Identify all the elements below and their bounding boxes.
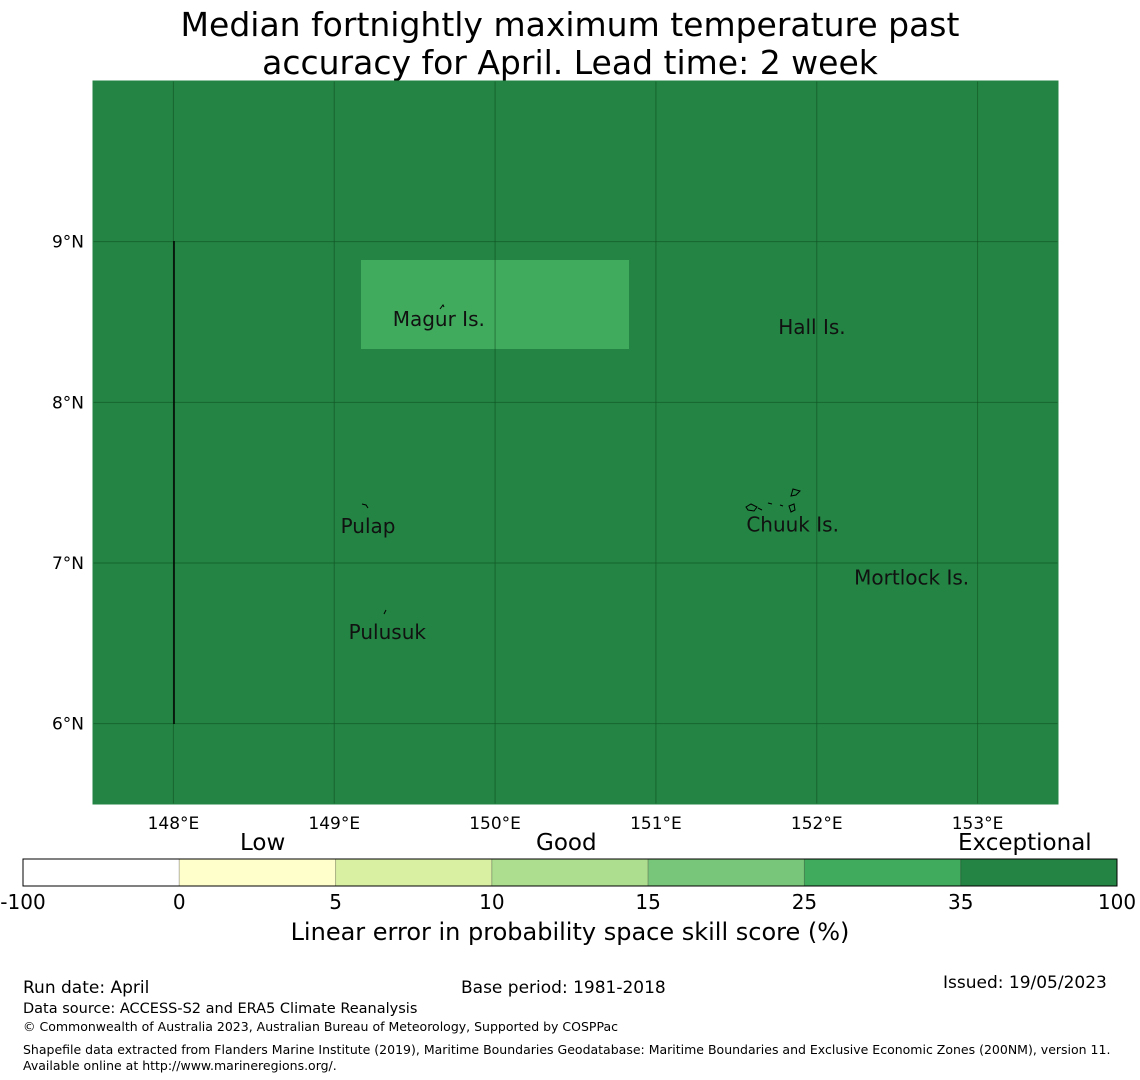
shapefile-credit: Shapefile data extracted from Flanders M…: [23, 1042, 1111, 1073]
colorbar-swatch-3: [491, 858, 649, 887]
lon-label-4: 152°E: [791, 814, 843, 834]
lat-label-2: 7°N: [52, 554, 84, 574]
colorbar-swatch-6: [960, 858, 1118, 887]
lon-label-3: 151°E: [630, 814, 682, 834]
lon-label-1: 149°E: [308, 814, 360, 834]
longitude-labels: 148°E 149°E 150°E 151°E 152°E 153°E: [148, 814, 1004, 834]
place-label-3: Chuuk Is.: [746, 512, 839, 536]
colorbar-frame: [22, 858, 1118, 887]
lon-label-0: 148°E: [148, 814, 200, 834]
colorbar-swatch-5: [803, 858, 962, 887]
colorbar-tick-5: 25: [791, 890, 818, 914]
colorbar: [22, 858, 1118, 887]
latitude-labels: 9°N 8°N 7°N 6°N: [52, 233, 84, 735]
copyright: © Commonwealth of Australia 2023, Austra…: [23, 1019, 618, 1034]
colorbar-swatch-2: [335, 858, 493, 887]
pulap-island-outline: [361, 503, 369, 509]
lat-label-0: 9°N: [52, 233, 84, 253]
category-exceptional-label: Exceptional: [958, 830, 1092, 856]
lon-label-2: 150°E: [469, 814, 521, 834]
colorbar-tick-3: 10: [479, 890, 505, 914]
lon-label-5: 153°E: [952, 814, 1004, 834]
map-frame: [92, 80, 1059, 805]
place-label-4: Mortlock Is.: [854, 565, 969, 589]
data-source: Data source: ACCESS-S2 and ERA5 Climate …: [23, 1001, 418, 1017]
colorbar-tick-0: -100: [0, 890, 46, 914]
lat-label-1: 8°N: [52, 393, 84, 413]
colorbar-tick-2: 5: [329, 890, 342, 914]
colorbar-swatch-0: [22, 858, 180, 887]
category-good-label: Good: [536, 830, 597, 856]
lat-label-3: 6°N: [52, 715, 84, 735]
colorbar-title: Linear error in probability space skill …: [290, 918, 850, 946]
colorbar-tick-4: 15: [635, 890, 661, 914]
chart-title: Median fortnightly maximum temperature p…: [0, 6, 1140, 82]
title-line-2: accuracy for April. Lead time: 2 week: [262, 43, 878, 82]
place-labels: Magur Is. Hall Is. Pulap Chuuk Is. Mortlock …: [341, 307, 970, 644]
place-label-1: Hall Is.: [778, 315, 845, 339]
place-label-0: Magur Is.: [393, 307, 485, 331]
run-date: Run date: April: [23, 978, 150, 998]
map-background: [93, 81, 1058, 804]
place-label-2: Pulap: [341, 514, 396, 538]
title-line-1: Median fortnightly maximum temperature p…: [180, 5, 960, 44]
colorbar-tick-6: 35: [947, 890, 974, 914]
place-label-5: Pulusuk: [349, 620, 427, 644]
issued-date: Issued: 19/05/2023: [943, 973, 1107, 993]
chuuk-reef-outline: [745, 488, 801, 513]
colorbar-tick-1: 0: [172, 890, 186, 914]
base-period: Base period: 1981-2018: [461, 978, 666, 998]
colorbar-swatch-4: [647, 858, 805, 887]
colorbar-swatch-1: [178, 858, 337, 887]
magur-island-outline: [439, 304, 445, 310]
pulusuk-island-outline: [383, 609, 387, 615]
colorbar-tick-7: 100: [1097, 890, 1137, 914]
island-outlines: [361, 304, 801, 615]
category-low-label: Low: [240, 830, 286, 856]
